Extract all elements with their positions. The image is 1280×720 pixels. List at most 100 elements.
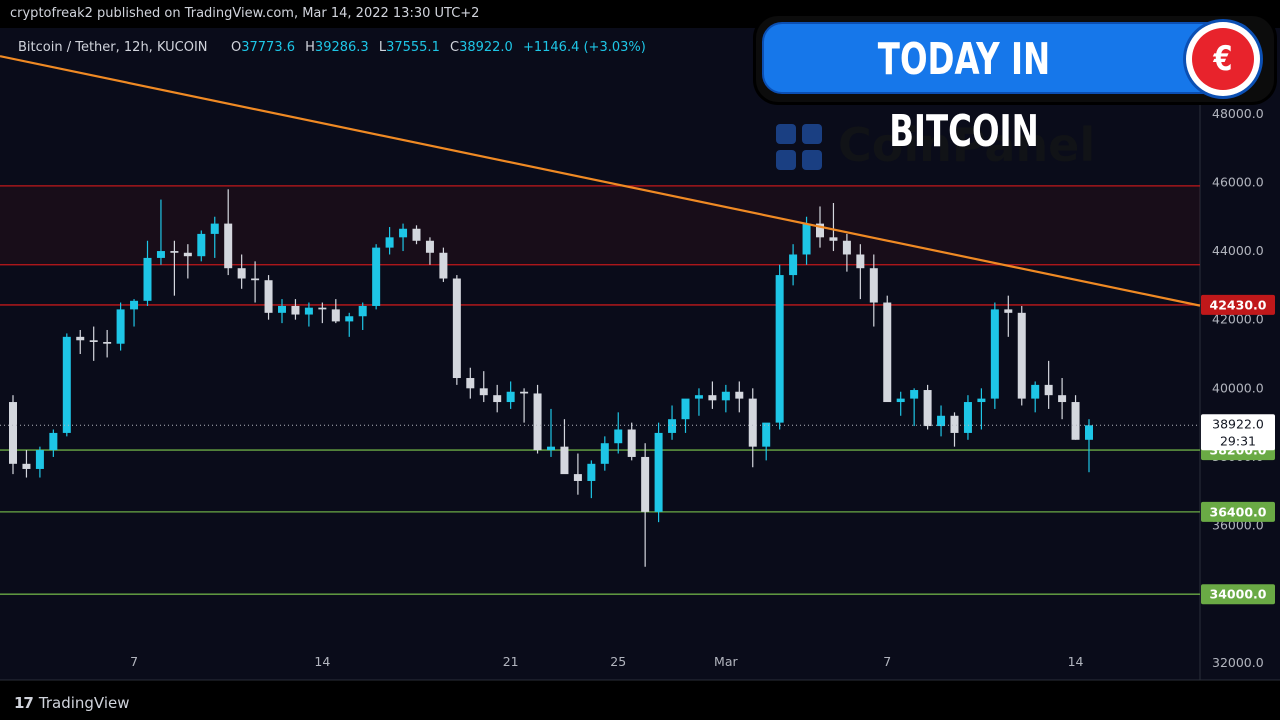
legend-l-value: 37555.1 [386, 40, 440, 55]
bear-candle [923, 390, 932, 427]
coin-badge-icon: € [1186, 22, 1260, 96]
bull-candle [304, 307, 313, 315]
bear-candle [627, 429, 636, 457]
bear-candle [748, 398, 757, 447]
bear-candle [1017, 312, 1026, 399]
bull-candle [372, 247, 381, 306]
x-tick-label: 14 [314, 654, 330, 669]
bear-candle [183, 252, 192, 257]
plot-background [0, 28, 1200, 680]
support-price-tag-label: 34000.0 [1210, 587, 1267, 602]
y-tick-label: 44000.0 [1212, 243, 1264, 258]
legend-h-label: H [305, 40, 315, 55]
legend-l-label: L [379, 40, 387, 55]
legend-c-label: C [450, 40, 459, 55]
x-tick-label: 21 [503, 654, 519, 669]
coin-badge-glyph: € [1192, 28, 1254, 90]
bull-candle [587, 463, 596, 481]
bull-candle [156, 251, 165, 258]
bull-candle [802, 223, 811, 255]
bear-candle [425, 240, 434, 253]
bear-candle [479, 388, 488, 396]
bull-candle [62, 336, 71, 433]
support-price-tag-label: 36400.0 [1210, 504, 1267, 519]
bear-candle [452, 278, 461, 379]
bull-candle [977, 398, 986, 403]
published-header: cryptofreak2 published on TradingView.co… [0, 0, 1280, 28]
bull-candle [49, 432, 58, 451]
bear-candle [708, 395, 717, 401]
descending-trendline [0, 55, 1201, 307]
bear-candle [89, 340, 98, 342]
coinpanel-logo-icon [776, 124, 824, 172]
x-tick-label: 14 [1068, 654, 1084, 669]
tradingview-brand[interactable]: TradingView [38, 694, 130, 712]
bull-candle [600, 443, 609, 464]
bull-candle [694, 395, 703, 399]
bear-candle [869, 268, 878, 303]
bear-candle [251, 278, 260, 281]
price-axis-background [1200, 28, 1280, 680]
bear-candle [237, 268, 246, 279]
bull-candle [345, 316, 354, 322]
bull-candle [197, 233, 206, 257]
banner-pill: TODAY IN BITCOIN [762, 22, 1254, 157]
bull-candle [775, 275, 784, 423]
bull-candle [278, 305, 286, 313]
bull-candle [896, 398, 905, 403]
legend-o-value: 37773.6 [241, 40, 295, 55]
tradingview-footer: 17 TradingView [0, 686, 1280, 720]
bull-candle [614, 429, 623, 444]
x-tick-label: Mar [714, 654, 738, 669]
y-tick-label: 48000.0 [1212, 106, 1264, 121]
bull-candle [116, 309, 125, 344]
banner-title: TODAY IN BITCOIN [877, 34, 1051, 157]
last-price-value: 38922.0 [1212, 416, 1264, 431]
bear-candle [950, 415, 959, 433]
bear-candle [103, 341, 112, 344]
bull-candle [1085, 425, 1093, 440]
bear-candle [829, 237, 838, 241]
ohlc-legend: Bitcoin / Tether, 12h, KUCOIN O37773.6 H… [18, 40, 646, 55]
bull-candle [990, 309, 999, 399]
bear-candle [1058, 395, 1067, 403]
bull-candle [789, 254, 798, 276]
bear-candle [1071, 402, 1080, 440]
bull-candle [910, 390, 919, 399]
bear-candle [291, 305, 300, 315]
x-tick-label: 25 [610, 654, 626, 669]
bear-candle [641, 456, 650, 512]
x-tick-label: 7 [130, 654, 138, 669]
last-price-tag [1201, 414, 1275, 451]
svg-text:O37773.6 H39286.3: O37773.6 H39286.3 L37555.1 C38922.0 +114… [231, 40, 646, 55]
bear-candle [735, 391, 744, 399]
bull-candle [721, 391, 730, 401]
bear-candle [1004, 309, 1013, 313]
y-tick-label: 40000.0 [1212, 380, 1264, 395]
bear-candle [883, 302, 892, 403]
y-tick-label: 42000.0 [1212, 312, 1264, 327]
bull-candle [143, 257, 152, 301]
bear-candle [9, 402, 17, 464]
bear-candle [76, 336, 85, 341]
legend-h-value: 39286.3 [315, 40, 369, 55]
today-in-bitcoin-banner: TODAY IN BITCOIN € [756, 16, 1274, 157]
bull-candle [358, 305, 367, 317]
bear-candle [318, 307, 327, 310]
bull-candle [385, 237, 394, 248]
legend-c-value: 38922.0 [459, 40, 513, 55]
bear-candle [412, 228, 421, 241]
bull-candle [35, 450, 44, 469]
bear-candle [331, 309, 340, 322]
legend-symbol: Bitcoin / Tether, 12h, KUCOIN [18, 40, 208, 55]
legend-o-label: O [231, 40, 241, 55]
bear-candle [170, 251, 179, 253]
bull-candle [547, 446, 555, 451]
tradingview-logo-icon: 17 [14, 694, 34, 712]
coinpanel-wordmark: CoinPanel [838, 118, 1096, 172]
bull-candle [668, 419, 677, 433]
y-tick-label: 32000.0 [1212, 655, 1264, 670]
bull-candle [506, 391, 515, 403]
bear-candle [573, 474, 582, 481]
